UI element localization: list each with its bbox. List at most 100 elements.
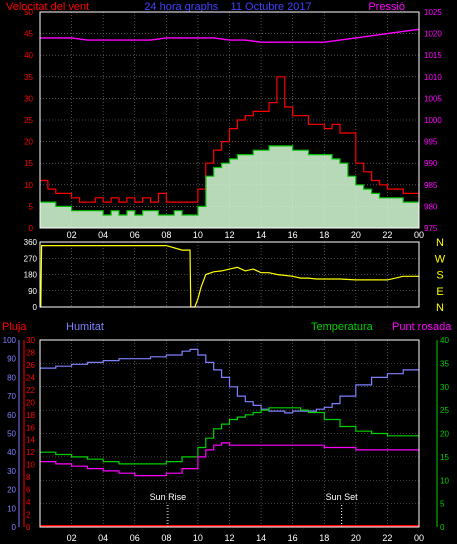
y-tick-label: 35	[24, 73, 33, 82]
y-tick-label: 1005	[424, 94, 442, 103]
y-tick-label: 1020	[424, 30, 442, 39]
x-tick-label: 12	[224, 230, 234, 240]
x-tick-label: 02	[67, 230, 77, 240]
y-tick-label: 35	[440, 359, 449, 368]
y-tick-label: 90	[28, 287, 37, 296]
y-tick-label: 10	[26, 461, 35, 470]
y-tick-label: 50	[24, 8, 33, 17]
y-tick-label: 30	[26, 336, 35, 345]
dewpoint-label: Punt rosada	[392, 321, 452, 333]
y-tick-label: 1000	[424, 116, 442, 125]
y-tick-label: 985	[424, 181, 438, 190]
y-tick-label: 8	[26, 473, 31, 482]
temp-y-ticks: 0 5 10 15 20 25 30 35 40	[440, 336, 449, 532]
sun-annotation-label: Sun Set	[326, 492, 359, 502]
temperature-label: Temperatura	[311, 321, 374, 333]
wind-frame	[39, 11, 420, 229]
temp-grid	[40, 340, 419, 527]
compass-label: E	[436, 286, 443, 298]
y-tick-label: 25	[24, 116, 33, 125]
x-tick-label: 18	[319, 533, 329, 543]
rain-label: Pluja	[2, 321, 27, 333]
x-tick-label: 00	[414, 230, 424, 240]
x-tick-label: 00	[414, 533, 424, 543]
direction-y-ticks: 0 90 180 270 360	[24, 238, 38, 312]
y-tick-label: 2	[26, 511, 31, 520]
wind-y-ticks: 0 5 10 15 20 25 30 35 40 45 50	[24, 8, 33, 233]
y-tick-label: 10	[440, 476, 449, 485]
y-tick-label: 30	[7, 467, 16, 476]
y-tick-label: 80	[7, 373, 16, 382]
y-tick-label: 0	[33, 303, 38, 312]
y-tick-label: 15	[440, 453, 449, 462]
y-tick-label: 20	[24, 138, 33, 147]
y-tick-label: 40	[440, 336, 449, 345]
y-tick-label: 1015	[424, 51, 442, 60]
x-tick-label: 10	[193, 533, 203, 543]
y-tick-label: 0	[440, 523, 445, 532]
x-tick-label: 06	[130, 533, 140, 543]
y-tick-label: 40	[7, 448, 16, 457]
y-tick-label: 60	[7, 411, 16, 420]
y-tick-label: 1025	[424, 8, 442, 17]
y-tick-label: 0	[29, 224, 34, 233]
y-tick-label: 18	[26, 411, 35, 420]
direction-line	[40, 245, 419, 308]
y-tick-label: 5	[29, 202, 34, 211]
humidity-line	[40, 348, 419, 414]
y-tick-label: 980	[424, 202, 438, 211]
sun-annotation-label: Sun Rise	[150, 492, 187, 502]
humidity-label: Humitat	[66, 321, 104, 333]
wind-speed-title: Velocitat del vent	[6, 1, 89, 13]
direction-grid	[40, 242, 419, 307]
temp-x-ticks: 02 04 06 08 10 12 14 16 18 20 22 00	[67, 533, 424, 543]
sun-annotations: Sun Rise Sun Set	[150, 492, 358, 527]
x-tick-label: 16	[288, 533, 298, 543]
y-tick-label: 20	[440, 430, 449, 439]
y-tick-label: 975	[424, 224, 438, 233]
pressure-y-ticks: 975 980 985 990 995 1000 1005 1010 1015 1020 1025	[424, 8, 442, 233]
y-tick-label: 30	[440, 383, 449, 392]
x-tick-label: 04	[98, 533, 108, 543]
compass-label: S	[436, 270, 443, 282]
y-tick-label: 50	[7, 430, 16, 439]
y-tick-label: 360	[24, 238, 38, 247]
x-tick-label: 14	[256, 230, 266, 240]
humidity-y-ticks: 0 10 20 30 40 50 60 70 80 90 100	[3, 336, 17, 532]
y-tick-label: 10	[24, 181, 33, 190]
x-tick-label: 08	[161, 230, 171, 240]
x-tick-label: 20	[351, 230, 361, 240]
pressure-title: Pressió	[368, 1, 405, 13]
y-tick-label: 16	[26, 423, 35, 432]
y-tick-label: 22	[26, 386, 35, 395]
x-tick-label: 02	[67, 533, 77, 543]
gust-line	[40, 76, 420, 203]
y-tick-label: 30	[24, 94, 33, 103]
wind-avg-line	[40, 145, 419, 216]
compass-label: N	[436, 302, 444, 314]
wind-fill-area	[40, 145, 419, 228]
pressure-line	[40, 28, 420, 43]
x-tick-label: 16	[288, 230, 298, 240]
temperature-line	[40, 407, 419, 465]
x-tick-label: 12	[224, 533, 234, 543]
temp-frame	[39, 339, 420, 528]
y-tick-label: 26	[26, 361, 35, 370]
x-tick-label: 06	[130, 230, 140, 240]
x-tick-label: 18	[319, 230, 329, 240]
y-tick-label: 24	[26, 373, 35, 382]
x-tick-label: 08	[161, 533, 171, 543]
y-tick-label: 10	[7, 504, 16, 513]
compass-label: W	[435, 253, 446, 265]
y-tick-label: 100	[3, 336, 17, 345]
y-tick-label: 14	[26, 436, 35, 445]
wind-fill	[40, 145, 419, 228]
y-tick-label: 12	[26, 448, 35, 457]
y-tick-label: 0	[12, 523, 17, 532]
